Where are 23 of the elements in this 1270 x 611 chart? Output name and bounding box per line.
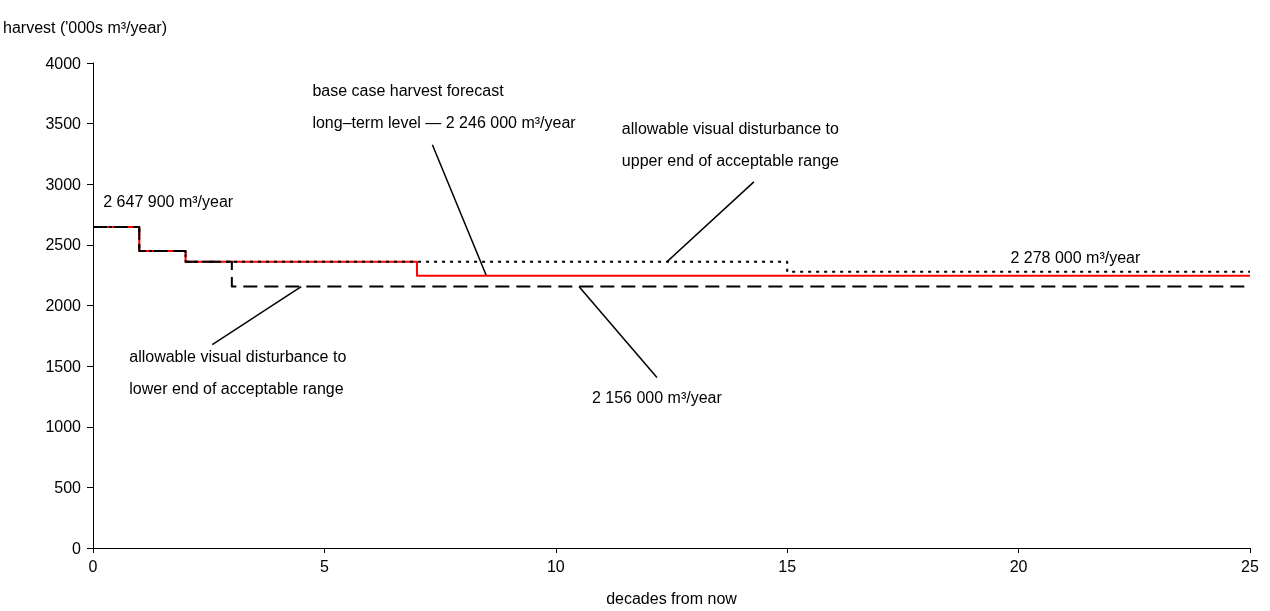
annotation: base case harvest forecast long–term level — 2 246 000 m³/year xyxy=(312,82,577,132)
x-tick-label: 25 xyxy=(1241,557,1259,575)
y-tick-label: 500 xyxy=(54,478,82,496)
annotation: 2 647 900 m³/year xyxy=(103,193,234,211)
y-tick-label: 3000 xyxy=(45,175,82,193)
x-tick-label: 0 xyxy=(88,557,98,575)
annotation: 2 278 000 m³/year xyxy=(1010,249,1141,267)
annotation: allowable visual disturbance to lower end of acceptable range xyxy=(129,348,347,398)
y-tick-label: 2500 xyxy=(45,236,82,254)
x-tick-label: 20 xyxy=(1009,557,1028,575)
annotation: allowable visual disturbance to upper end of acceptable range xyxy=(621,120,840,170)
x-tick-label: 15 xyxy=(778,557,797,575)
y-tick-label: 1000 xyxy=(45,418,82,436)
y-tick-label: 2000 xyxy=(45,297,82,314)
y-axis-title: harvest ('000s m³/year) xyxy=(3,18,167,36)
x-axis-title: decades from now xyxy=(606,589,738,607)
x-tick-label: 10 xyxy=(546,557,565,575)
y-tick-label: 1500 xyxy=(45,357,82,375)
y-tick-label: 3500 xyxy=(45,115,82,133)
y-tick-label: 4000 xyxy=(45,54,82,72)
annotation: 2 156 000 m³/year xyxy=(591,389,723,407)
y-tick-label: 0 xyxy=(72,539,82,557)
x-tick-label: 5 xyxy=(319,557,329,575)
